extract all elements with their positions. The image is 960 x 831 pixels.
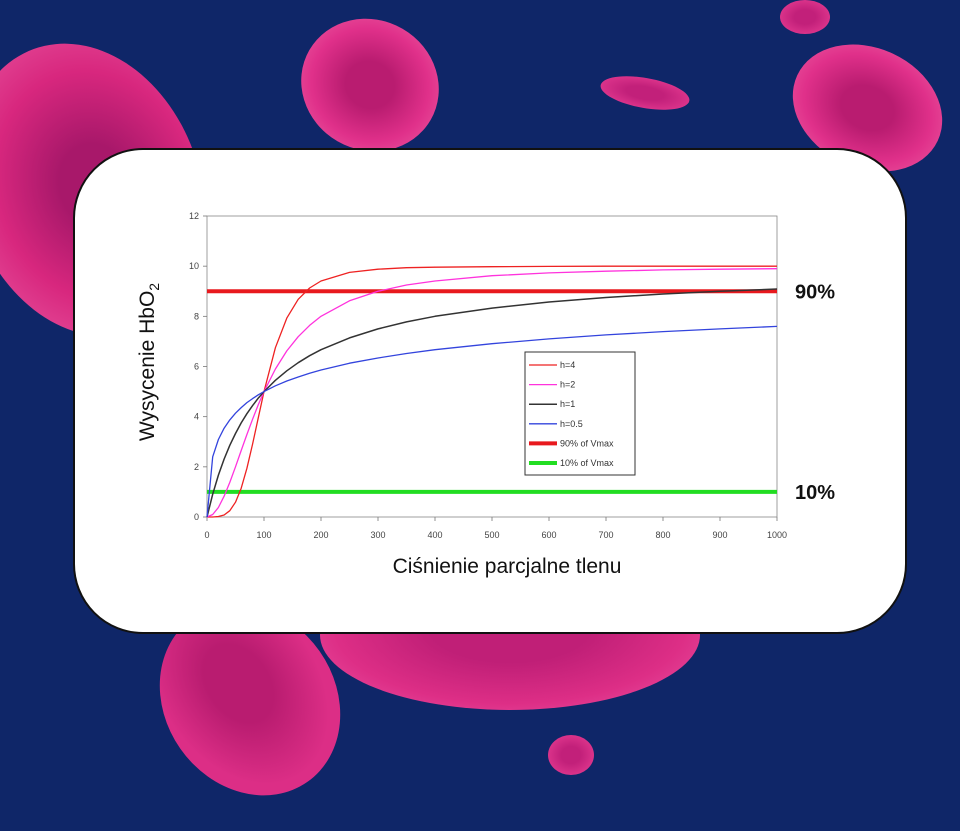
legend-label: h=4 — [560, 360, 575, 370]
x-tick-label: 1000 — [767, 530, 787, 540]
annotations: 90% 10% — [795, 281, 835, 504]
legend-box — [524, 351, 636, 476]
legend: h=4 h=2 h=1 h=0.5 90% of Vmax 10% of Vmax — [524, 351, 636, 476]
y-tick-label: 10 — [189, 261, 199, 271]
x-tick-label: 400 — [427, 530, 442, 540]
legend-label: h=1 — [560, 399, 575, 409]
x-tick-label: 700 — [598, 530, 613, 540]
y-tick-label: 0 — [194, 512, 199, 522]
y-tick-label: 12 — [189, 211, 199, 221]
series-line-h-4 — [207, 265, 777, 518]
y-axis-label: Wysycenie HbO2 — [136, 283, 162, 441]
series-line-h-2 — [206, 268, 778, 518]
series-line-h-1 — [206, 288, 778, 518]
y-tick-label: 6 — [194, 362, 199, 372]
x-tick-label: 900 — [712, 530, 727, 540]
x-tick-label: 300 — [370, 530, 385, 540]
legend-label: h=0.5 — [560, 419, 583, 429]
x-axis-label: Ciśnienie parcjalne tlenu — [393, 555, 622, 578]
hemoglobin-saturation-chart: 0 2 4 6 8 10 12 0 100 200 300 400 500 600 700 800 900 100… — [136, 211, 835, 578]
x-tick-label: 600 — [541, 530, 556, 540]
x-tick-label: 100 — [256, 530, 271, 540]
x-tick-label: 0 — [204, 530, 209, 540]
percent-annotation: 10% — [795, 482, 835, 504]
y-tick-label: 4 — [194, 412, 199, 422]
legend-label: 10% of Vmax — [560, 458, 614, 468]
x-tick-label: 200 — [313, 530, 328, 540]
y-axis-label-subscript: 2 — [146, 283, 162, 291]
axes: 0 2 4 6 8 10 12 0 100 200 300 400 500 600 700 800 900 100… — [189, 211, 787, 540]
blood-cell-tiny — [780, 0, 830, 34]
legend-label: h=2 — [560, 380, 575, 390]
y-tick-label: 2 — [194, 462, 199, 472]
percent-annotation: 90% — [795, 281, 835, 303]
y-axis-label-main: Wysycenie HbO — [136, 291, 159, 441]
x-tick-label: 500 — [484, 530, 499, 540]
y-tick-label: 8 — [194, 311, 199, 321]
series-layer — [206, 265, 778, 518]
legend-label: 90% of Vmax — [560, 438, 614, 448]
x-tick-label: 800 — [655, 530, 670, 540]
series-line-h-0-5 — [206, 325, 778, 518]
